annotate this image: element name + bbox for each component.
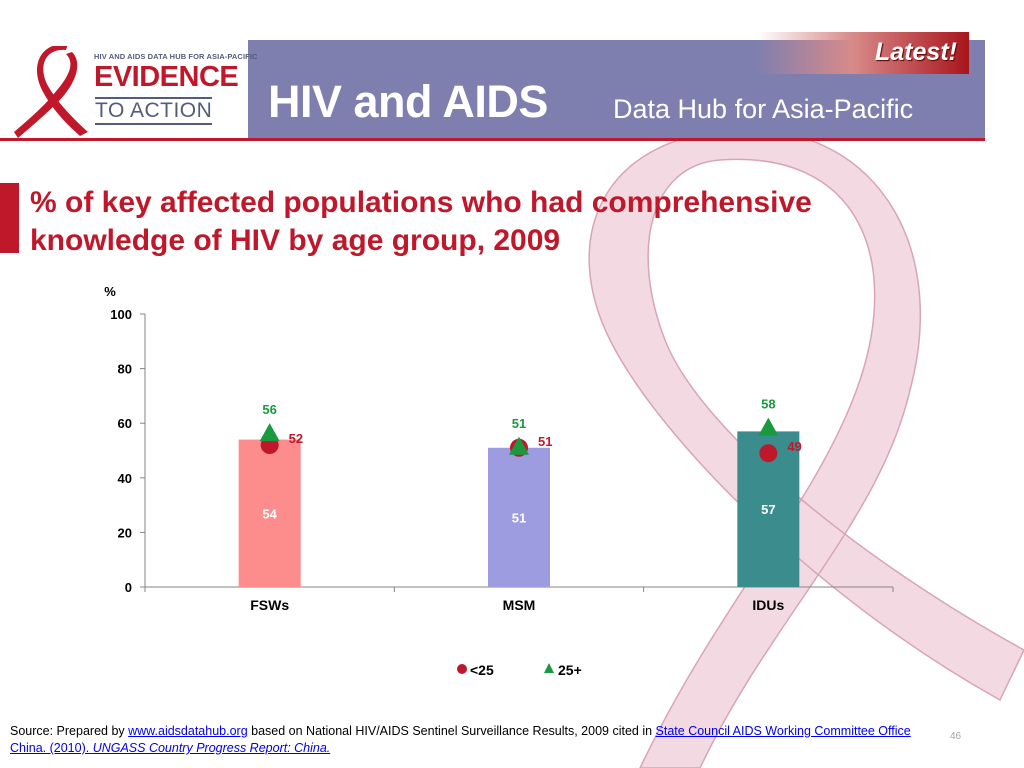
source-link-state-council[interactable]: State Council AIDS Working Committee Off… — [10, 724, 911, 755]
marker-under-25-label: 52 — [289, 431, 303, 446]
legend-25-plus-label: 25+ — [558, 662, 582, 678]
logo-to-action-text: TO ACTION — [95, 97, 213, 125]
logo: HIV AND AIDS DATA HUB FOR ASIA-PACIFIC E… — [0, 40, 257, 138]
x-tick-label: MSM — [503, 597, 536, 613]
source-link-aidsdatahub[interactable]: www.aidsdatahub.org — [128, 724, 248, 738]
latest-label: Latest! — [875, 38, 957, 66]
chart-title: % of key affected populations who had co… — [30, 186, 812, 257]
header-band: HIV AND AIDS DATA HUB FOR ASIA-PACIFIC E… — [0, 40, 985, 141]
marker-under-25 — [759, 444, 778, 463]
y-tick-label: 80 — [118, 362, 132, 377]
y-tick-label: 0 — [125, 580, 132, 595]
page-number: 46 — [950, 731, 962, 742]
y-axis-label: % — [104, 284, 116, 299]
marker-25-plus-label: 56 — [262, 402, 276, 417]
bar-value-label: 54 — [262, 506, 277, 521]
marker-25-plus — [758, 417, 779, 436]
y-tick-label: 60 — [118, 416, 132, 431]
legend-25-plus-marker — [544, 663, 554, 673]
bar-value-label: 51 — [512, 510, 526, 525]
page-subtitle: Data Hub for Asia-Pacific — [613, 94, 914, 124]
bar — [488, 447, 550, 587]
marker-under-25-label: 49 — [787, 439, 801, 454]
source-prefix: Source: Prepared by — [10, 724, 129, 738]
y-tick-label: 100 — [110, 307, 132, 322]
source-note: Source: Prepared by www.aidsdatahub.org … — [10, 723, 940, 757]
marker-25-plus — [509, 436, 529, 455]
logo-tagline: HIV AND AIDS DATA HUB FOR ASIA-PACIFIC — [94, 52, 258, 61]
title-accent-bar — [0, 183, 19, 253]
legend-under-25-label: <25 — [470, 662, 494, 678]
y-tick-label: 40 — [118, 471, 132, 486]
source-link-ungass-report[interactable]: UNGASS Country Progress Report: China. — [92, 741, 331, 755]
y-tick-label: 20 — [118, 525, 132, 540]
bar — [238, 439, 301, 587]
legend-under-25-marker — [457, 664, 467, 674]
marker-25-plus-label: 51 — [512, 416, 526, 431]
x-tick-label: IDUs — [752, 597, 784, 613]
bar-value-label: 57 — [761, 502, 775, 517]
source-middle: based on National HIV/AIDS Sentinel Surv… — [247, 724, 656, 738]
page-title: HIV and AIDS — [268, 76, 548, 127]
logo-evidence-text: EVIDENCE — [94, 61, 239, 93]
marker-under-25-label: 51 — [538, 434, 552, 449]
marker-25-plus — [259, 423, 280, 442]
red-ribbon-icon — [14, 46, 88, 138]
latest-badge: Latest! — [757, 32, 969, 74]
marker-25-plus-label: 58 — [761, 397, 775, 412]
x-tick-label: FSWs — [250, 597, 289, 613]
